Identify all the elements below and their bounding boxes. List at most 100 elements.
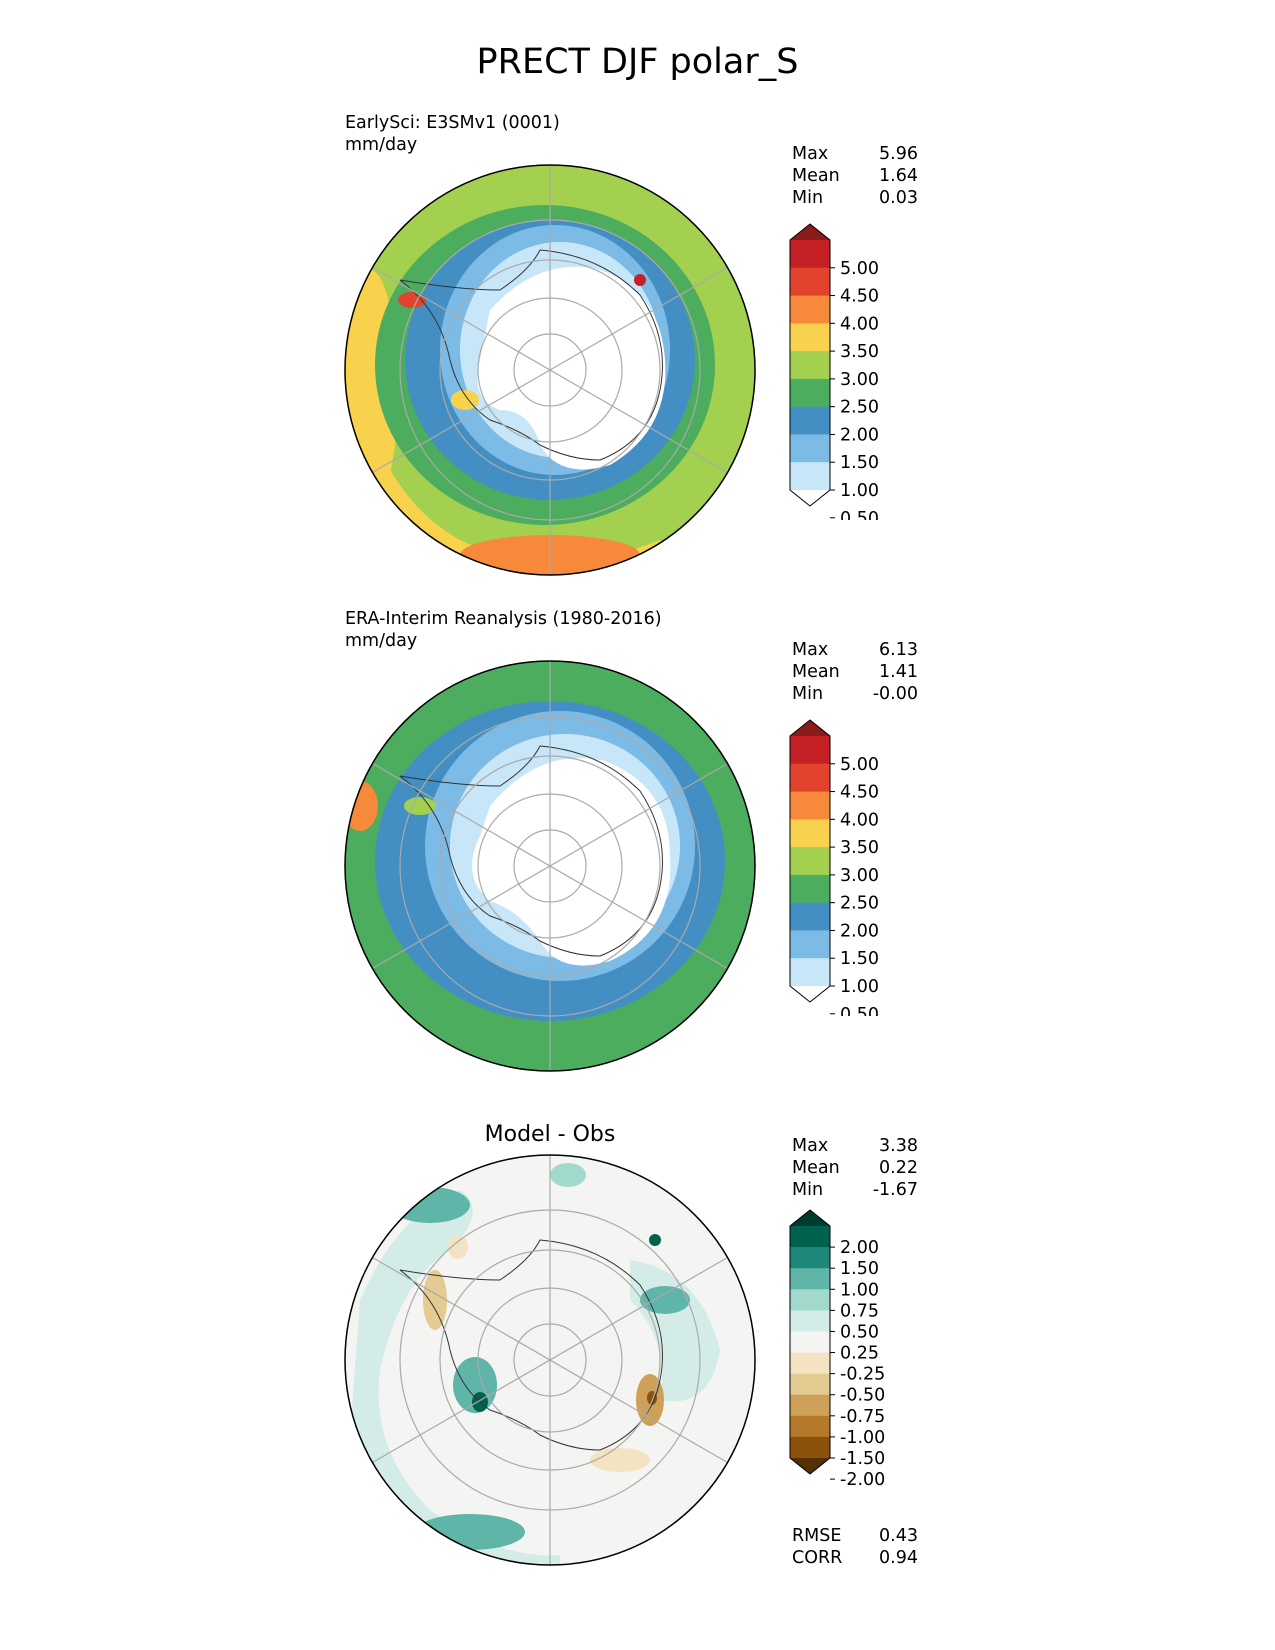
model-colorbar-segment [790,240,830,269]
obs-min-value: -0.00 [872,684,918,704]
model-colorbar-tick-label: 1.50 [840,453,879,473]
model-coastline [399,249,663,461]
obs-colorbar-tick-label: 5.00 [840,755,879,775]
model-colorbar-segment [790,378,830,408]
diff-map-border [344,1154,756,1566]
diff-polar-map [344,1154,756,1566]
model-colorbar-tick-label: 4.00 [840,314,879,334]
diff-colorbar-segment [790,1458,830,1474]
model-field-yellow-band [345,340,700,575]
diff-colorbar-segments [789,1209,831,1475]
model-east-max [634,274,646,286]
model-colorbar-tick-label: 0.50 [840,509,879,520]
diff-max-value: 3.38 [879,1136,918,1156]
model-colorbar-segment [790,406,830,435]
diff-mean-value: 0.22 [879,1158,918,1178]
model-colorbar-segment [790,434,830,463]
diff-field-teal-north [550,1163,586,1187]
figure-title: PRECT DJF polar_S [476,42,799,82]
diff-colorbar-segment [790,1289,830,1311]
diff-colorbar-tick-label: 1.50 [840,1259,879,1279]
obs-colorbar-segments [789,719,831,1003]
diff-field-light-teal-west [345,1190,560,1565]
diff-graticule [372,1155,728,1565]
diff-colorbar-tick-label: 0.75 [840,1301,879,1321]
model-colorbar-ticks: 5.00 4.50 4.00 3.50 3.00 2.50 2.00 1.50 1.00 0.50 [830,259,879,520]
obs-colorbar-segment [790,791,830,820]
obs-colorbar-tick-label: 1.50 [840,949,879,969]
obs-min-label: Min [792,684,824,704]
obs-coastline [399,745,663,957]
obs-max-value: 6.13 [879,640,918,660]
diff-colorbar-segment [790,1310,830,1332]
model-colorbar-segments [789,223,831,507]
model-colorbar-tick-label: 1.00 [840,481,879,501]
obs-colorbar-segment [790,902,830,931]
model-colorbar-tick-label: 2.50 [840,398,879,418]
diff-rmse-value: 0.43 [879,1526,918,1546]
diff-field-tan-south [590,1448,650,1472]
model-colorbar-segment [790,295,830,324]
diff-colorbar-tick-label: -0.75 [840,1407,885,1427]
obs-title-line1: ERA-Interim Reanalysis (1980-2016) [345,609,662,629]
diff-colorbar-ticks: 2.001.501.000.750.500.25-0.25-0.50-0.75-… [830,1238,885,1490]
obs-colorbar-tick-label: 4.50 [840,783,879,803]
diff-min-label: Min [792,1180,824,1200]
diff-colorbar-tick-label: 0.50 [840,1322,879,1342]
model-antarctica-low-precip [477,266,666,470]
model-coast-max [451,390,479,410]
obs-antarctica-low-precip [472,758,671,966]
diff-corr-label: CORR [792,1548,843,1568]
diff-title: Model - Obs [484,1122,616,1147]
obs-colorbar-tick-label: 2.50 [840,894,879,914]
diff-mean-label: Mean [792,1158,840,1178]
diff-colorbar-segment [790,1415,830,1438]
model-min-label: Min [792,188,824,208]
model-colorbar: 5.00 4.50 4.00 3.50 3.00 2.50 2.00 1.50 1.00 0.50 [789,223,879,520]
model-mean-label: Mean [792,166,840,186]
obs-mean-label: Mean [792,662,840,682]
diff-colorbar-segment [790,1331,830,1354]
model-colorbar-segment [790,267,830,297]
diff-corr-value: 0.94 [879,1548,918,1568]
diff-colorbar-tick-label: 1.00 [840,1280,879,1300]
model-colorbar-tick-label: 4.50 [840,287,879,307]
model-colorbar-segment [790,351,830,380]
diff-colorbar-tick-label: 2.00 [840,1238,879,1258]
model-map-border [344,164,756,576]
obs-colorbar-tick-label: 3.50 [840,838,879,858]
model-colorbar-segment [790,462,830,491]
model-colorbar-tick-label: 2.00 [840,425,879,445]
obs-colorbar-tick-label: 3.00 [840,866,879,886]
diff-rmse-label: RMSE [792,1526,842,1546]
obs-graticule [372,661,728,1071]
diff-coastline [399,1239,663,1451]
obs-units: mm/day [345,631,418,651]
diff-colorbar-tick-label: 0.25 [840,1344,879,1364]
obs-colorbar-segment [790,720,830,736]
diff-colorbar-segment [790,1373,830,1396]
model-title-line1: EarlySci: E3SMv1 (0001) [345,113,560,133]
obs-colorbar-segment [790,847,830,876]
model-max-value: 5.96 [879,144,918,164]
obs-colorbar-segment [790,763,830,793]
diff-colorbar-tick-label: -1.00 [840,1428,885,1448]
diff-colorbar-segment [790,1268,830,1290]
obs-max-label: Max [792,640,829,660]
model-colorbar-tick-label: 3.00 [840,370,879,390]
diff-colorbar-segment [790,1436,830,1459]
diff-colorbar-tick-label: -0.25 [840,1365,885,1385]
model-min-value: 0.03 [879,188,918,208]
diff-min-value: -1.67 [872,1180,918,1200]
obs-colorbar-tick-label: 2.00 [840,921,879,941]
obs-colorbar-segment [790,930,830,959]
diff-colorbar-segment [790,1352,830,1375]
diff-field-dark-teal-east [649,1234,661,1246]
diff-colorbar-segment [790,1210,830,1226]
diff-colorbar-tick-label: -0.50 [840,1386,885,1406]
diff-colorbar-tick-label: -2.00 [840,1470,885,1490]
obs-polar-map [344,660,756,1072]
diff-field-tan-peninsula [423,1270,447,1330]
obs-colorbar-tick-label: 4.00 [840,810,879,830]
model-graticule [372,165,728,575]
